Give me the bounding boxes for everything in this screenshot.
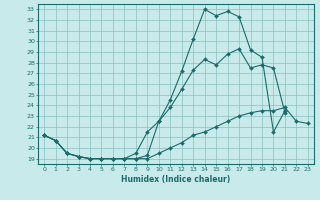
- X-axis label: Humidex (Indice chaleur): Humidex (Indice chaleur): [121, 175, 231, 184]
